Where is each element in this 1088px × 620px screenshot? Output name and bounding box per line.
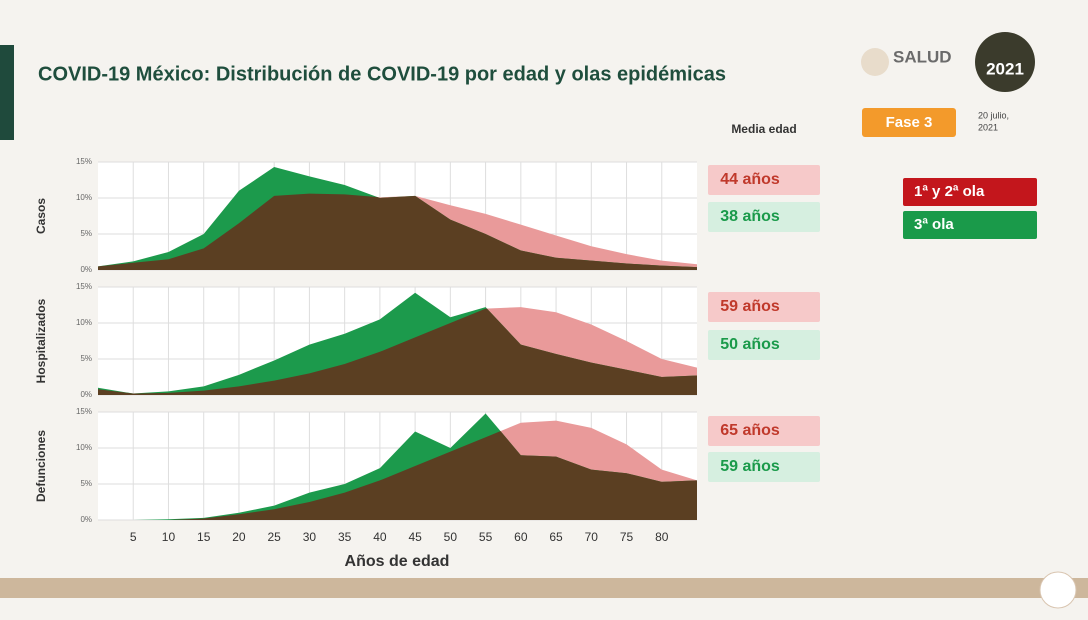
x-tick-label: 75	[620, 530, 634, 544]
mean-age-label: 50 años	[720, 336, 780, 353]
legend-label: 1ª y 2ª ola	[914, 183, 985, 200]
x-tick-label: 60	[514, 530, 528, 544]
y-tick-label: 10%	[76, 193, 92, 202]
footer-bar	[0, 578, 1088, 598]
y-tick-label: 5%	[80, 479, 92, 488]
y-axis-label: Hospitalizados	[34, 298, 48, 383]
x-tick-label: 45	[408, 530, 422, 544]
mean-age-box	[708, 330, 820, 360]
y-tick-label: 15%	[76, 157, 92, 166]
x-tick-label: 65	[549, 530, 563, 544]
title: COVID-19 México: Distribución de COVID-1…	[38, 63, 726, 85]
y-tick-label: 0%	[80, 265, 92, 274]
date: 20 julio,	[978, 110, 1009, 120]
x-tick-label: 80	[655, 530, 669, 544]
x-tick-label: 55	[479, 530, 493, 544]
legend-swatch	[903, 211, 1037, 239]
x-tick-label: 15	[197, 530, 211, 544]
y-tick-label: 10%	[76, 318, 92, 327]
y-tick-label: 5%	[80, 354, 92, 363]
x-axis-label: Años de edad	[345, 553, 450, 570]
mean-age-box	[708, 416, 820, 446]
x-tick-label: 10	[162, 530, 176, 544]
y-axis-label: Defunciones	[34, 430, 48, 502]
mean-age-label: 44 años	[720, 171, 780, 188]
footer-logo	[1039, 571, 1077, 609]
x-tick-label: 5	[130, 530, 137, 544]
logo-icon	[861, 48, 889, 76]
y-axis-label: Casos	[34, 198, 48, 234]
x-tick-label: 40	[373, 530, 387, 544]
logo-year: 2021	[986, 59, 1024, 78]
y-tick-label: 0%	[80, 390, 92, 399]
y-tick-label: 15%	[76, 282, 92, 291]
x-tick-label: 20	[232, 530, 246, 544]
y-tick-label: 10%	[76, 443, 92, 452]
mean-age-box	[708, 202, 820, 232]
mean-age-box	[708, 452, 820, 482]
mean-age-label: 59 años	[720, 298, 780, 315]
legend-label: 3ª ola	[914, 216, 954, 233]
mean-age-label: 65 años	[720, 422, 780, 439]
mean-age-label: 38 años	[720, 208, 780, 225]
mean-age-box	[708, 165, 820, 195]
phase: Fase 3	[886, 114, 933, 131]
x-tick-label: 35	[338, 530, 352, 544]
x-tick-label: 70	[585, 530, 599, 544]
y-tick-label: 15%	[76, 407, 92, 416]
x-tick-label: 25	[267, 530, 281, 544]
mean-age-label: 59 años	[720, 458, 780, 475]
x-tick-label: 50	[444, 530, 458, 544]
y-tick-label: 5%	[80, 229, 92, 238]
x-tick-label: 30	[303, 530, 317, 544]
legend-swatch	[903, 178, 1037, 206]
mean-age-box	[708, 292, 820, 322]
logo-text: SALUD	[893, 47, 952, 66]
anniversary-logo	[975, 32, 1035, 92]
y-tick-label: 0%	[80, 515, 92, 524]
phase-box	[862, 108, 956, 137]
mean-age-header: Media edad	[731, 122, 796, 136]
date: 2021	[978, 122, 998, 132]
side-bar	[0, 45, 14, 140]
